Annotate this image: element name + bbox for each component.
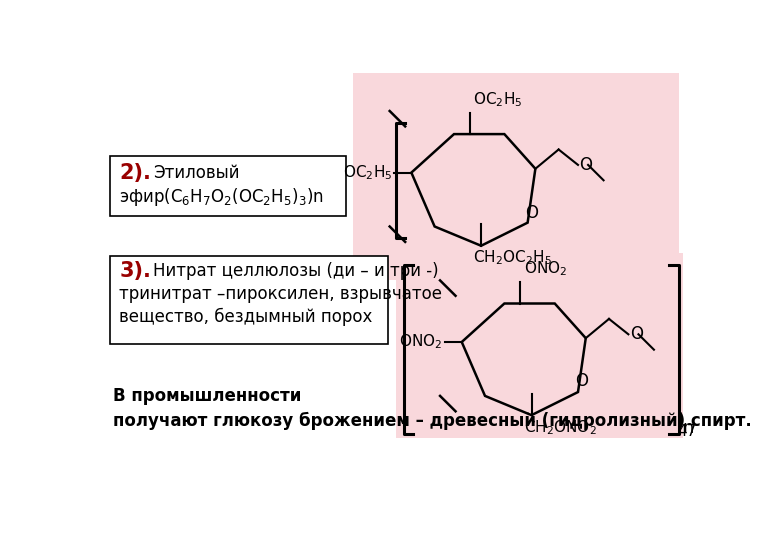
Text: $\mathregular{ONO_2}$: $\mathregular{ONO_2}$	[399, 333, 442, 352]
Text: $\mathregular{ONO_2}$: $\mathregular{ONO_2}$	[523, 260, 567, 278]
Text: $\mathregular{OC_2H_5}$: $\mathregular{OC_2H_5}$	[342, 163, 392, 182]
Text: O: O	[580, 156, 593, 174]
Text: $\mathregular{CH_2ONO_2}$: $\mathregular{CH_2ONO_2}$	[523, 418, 597, 437]
FancyBboxPatch shape	[396, 253, 682, 438]
FancyBboxPatch shape	[110, 156, 346, 217]
Text: эфир($\mathregular{C_6H_7O_2(OC_2H_5)_3}$)n: эфир($\mathregular{C_6H_7O_2(OC_2H_5)_3}…	[119, 186, 324, 208]
Text: O: O	[525, 204, 538, 221]
Text: Этиловый: Этиловый	[154, 164, 239, 181]
FancyBboxPatch shape	[110, 256, 388, 343]
Text: получают глюкозу брожением – древесный (гидролизный) спирт.: получают глюкозу брожением – древесный (…	[113, 411, 752, 430]
Text: 47: 47	[677, 424, 697, 439]
Text: O: O	[630, 325, 643, 343]
FancyBboxPatch shape	[353, 72, 679, 280]
Text: вещество, бездымный порох: вещество, бездымный порох	[119, 308, 373, 327]
Text: тринитрат –пироксилен, взрывчатое: тринитрат –пироксилен, взрывчатое	[119, 285, 442, 303]
Text: n: n	[682, 419, 694, 437]
Text: В промышленности: В промышленности	[113, 387, 301, 405]
Text: $\mathregular{CH_2OC_2H_5}$: $\mathregular{CH_2OC_2H_5}$	[473, 248, 552, 267]
Text: Нитрат целлюлозы (ди – и три -): Нитрат целлюлозы (ди – и три -)	[154, 262, 439, 280]
Text: 2).: 2).	[119, 163, 151, 183]
Text: 3).: 3).	[119, 261, 151, 281]
Text: $\mathregular{OC_2H_5}$: $\mathregular{OC_2H_5}$	[473, 90, 523, 109]
Text: O: O	[576, 372, 588, 389]
